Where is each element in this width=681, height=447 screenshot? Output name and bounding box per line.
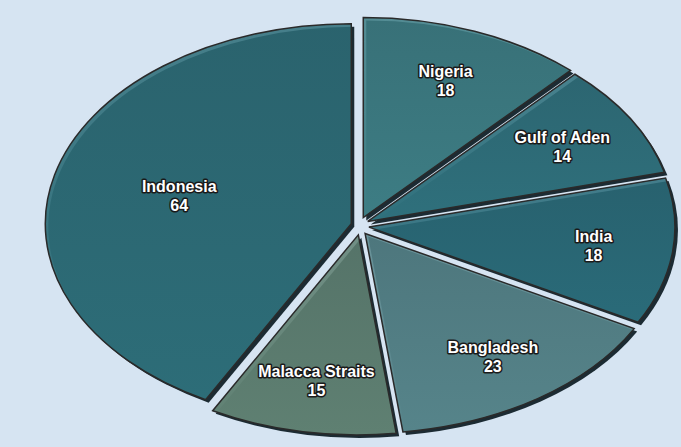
slice-label: Malacca Straits — [258, 363, 375, 380]
slice-label: Nigeria — [418, 63, 472, 80]
labels: Nigeria 18 Gulf of Aden 14 India 18 Bangladesh… — [142, 63, 613, 400]
slice-value: 23 — [484, 358, 502, 375]
slice-label: Gulf of Aden — [515, 129, 610, 146]
slice-value: 14 — [553, 148, 571, 165]
slices — [45, 18, 678, 438]
slice-label: India — [575, 228, 612, 245]
slice-label: Bangladesh — [447, 339, 538, 356]
background — [0, 0, 681, 447]
slice — [45, 24, 351, 400]
slice-value: 64 — [170, 197, 188, 214]
chart: Nigeria 18 Gulf of Aden 14 India 18 Bangladesh… — [0, 0, 681, 447]
slice-value: 15 — [308, 382, 326, 399]
slice-value: 18 — [585, 247, 603, 264]
slice-value: 18 — [437, 82, 455, 99]
slice — [365, 233, 634, 431]
slice-label: Indonesia — [142, 178, 217, 195]
